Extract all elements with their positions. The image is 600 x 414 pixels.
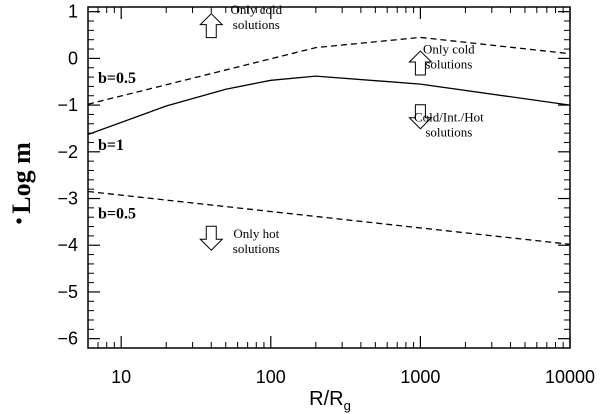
y-tick-label: 0	[68, 48, 78, 68]
dashed-series-line	[87, 36, 571, 105]
y-tick-label: 1	[68, 2, 78, 22]
annotation-text: Only hot solutions	[233, 226, 280, 256]
y-tick-label: −5	[57, 282, 78, 302]
x-tick-label: 10000	[545, 367, 595, 387]
x-tick-label: 100	[256, 367, 286, 387]
y-tick-label: −6	[57, 329, 78, 349]
plot-frame	[87, 6, 571, 349]
x-tick-label: 1000	[400, 367, 440, 387]
x-axis-title-subscript: g	[344, 398, 351, 413]
annotation-line: solutions	[233, 241, 280, 256]
annotation-text: Cold/Int./Hot solutions	[414, 109, 484, 139]
x-axis-title: R/Rg	[309, 388, 351, 413]
annotation-line: Only cold	[230, 2, 282, 17]
series-group	[87, 36, 571, 245]
series-label: b=0.5	[98, 206, 136, 223]
solid-series-line	[87, 75, 571, 136]
x-tick-label: 10	[111, 367, 131, 387]
annotation-text: Only cold solutions	[423, 42, 475, 72]
y-axis-title-dot	[16, 218, 22, 224]
annotation-line: Only cold	[423, 42, 475, 57]
annotation-line: Only hot	[233, 226, 279, 241]
annotation-line: solutions	[233, 17, 280, 32]
arrow-down-icon	[408, 104, 433, 130]
y-axis-title-var: m	[7, 142, 36, 164]
y-tick-label: −4	[57, 235, 78, 255]
y-tick-label: −3	[57, 189, 78, 209]
arrow-up-icon	[199, 12, 224, 39]
annotation-line: Cold/Int./Hot	[414, 109, 484, 124]
arrow-up-icon	[408, 50, 433, 76]
annotation-text: Only cold solutions	[230, 2, 282, 32]
annotation-line: solutions	[425, 124, 472, 139]
dashed-series-line	[87, 190, 571, 245]
series-label: b=1	[98, 137, 124, 154]
y-tick-label: −2	[57, 142, 78, 162]
series-label: b=0.5	[98, 70, 136, 87]
arrow-down-icon	[199, 225, 224, 251]
y-tick-label: −1	[57, 95, 78, 115]
series-labels-group: b=0.5 b=1 b=0.5	[98, 70, 136, 222]
annotation-line: solutions	[425, 57, 472, 72]
y-axis-title: Log m	[7, 142, 36, 214]
